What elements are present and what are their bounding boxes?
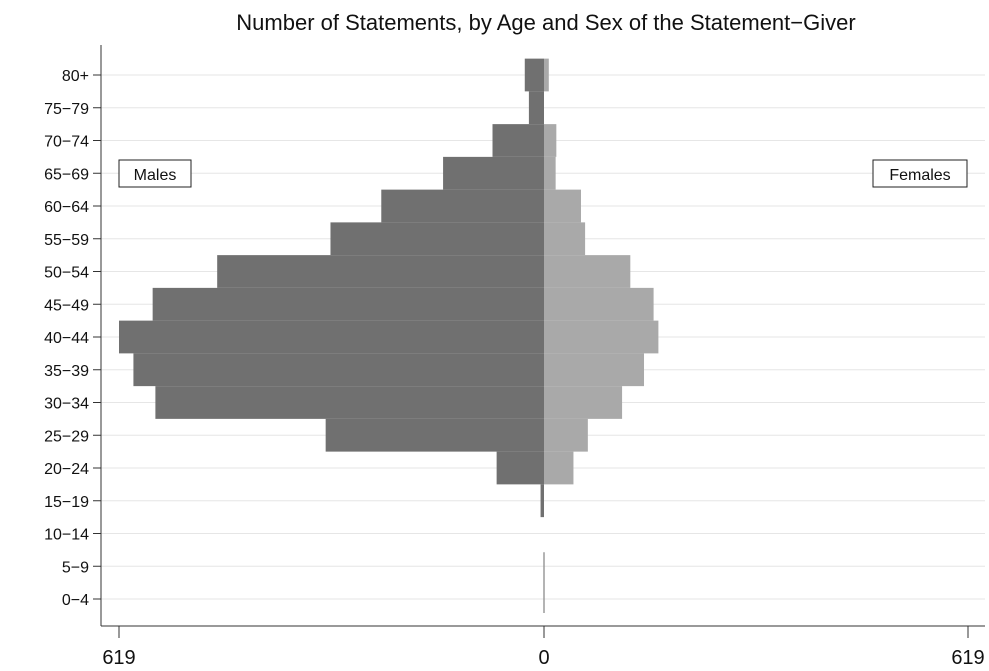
male-bar-9 [133, 353, 545, 387]
y-axis-tick-label: 60−64 [44, 199, 89, 216]
female-bar-9 [544, 353, 645, 387]
female-bar-2 [544, 124, 557, 157]
y-axis-tick-label: 70−74 [44, 134, 89, 151]
female-bar-11 [544, 418, 588, 452]
female-bar-5 [544, 222, 586, 256]
y-axis-tick-label: 40−44 [44, 330, 89, 347]
x-axis-tick-label: 0 [538, 647, 549, 669]
y-axis-tick-label: 25−29 [44, 428, 89, 445]
y-axis-tick-label: 55−59 [44, 232, 89, 249]
legend-females-label: Females [889, 167, 950, 184]
chart-title: Number of Statements, by Age and Sex of … [236, 10, 855, 35]
male-bar-3 [443, 156, 544, 190]
male-bar-0 [524, 58, 544, 92]
legend-males-label: Males [134, 167, 177, 184]
male-bar-10 [155, 386, 544, 419]
axis-layer: 80+ 75−79 70−74 65−69 60−64 55−59 50−54 45−49 40… [44, 45, 985, 669]
y-axis-tick-label: 0−4 [62, 592, 89, 609]
y-axis-tick-label: 45−49 [44, 297, 89, 314]
male-bar-6 [217, 255, 544, 288]
male-bar-2 [492, 124, 544, 157]
female-bar-6 [544, 255, 631, 288]
male-bar-7 [152, 287, 544, 321]
y-axis-tick-label: 30−34 [44, 396, 89, 413]
bars-layer [119, 58, 659, 613]
y-axis-tick-label: 75−79 [44, 101, 89, 118]
female-bar-4 [544, 189, 581, 223]
female-bar-8 [544, 320, 659, 354]
y-axis-tick-label: 80+ [62, 68, 89, 85]
male-bar-1 [528, 91, 544, 125]
male-bar-4 [381, 189, 544, 223]
x-axis-tick-label: 619 [102, 647, 135, 669]
x-axis-tick-label: 619 [951, 647, 984, 669]
female-bar-3 [544, 156, 556, 190]
y-axis-tick-label: 35−39 [44, 363, 89, 380]
legend-females: Females [872, 159, 968, 188]
male-bar-12 [496, 451, 544, 485]
legend-males: Males [118, 159, 192, 188]
y-axis-tick-label: 65−69 [44, 166, 89, 183]
female-bar-0 [544, 58, 549, 92]
female-bar-7 [544, 287, 654, 321]
female-bar-10 [544, 386, 623, 419]
male-bar-13 [540, 484, 544, 518]
y-axis-tick-label: 5−9 [62, 559, 89, 576]
male-bar-11 [325, 418, 544, 452]
male-bar-5 [330, 222, 544, 256]
male-bar-8 [119, 320, 544, 354]
y-axis-tick-label: 10−14 [44, 527, 89, 544]
y-axis-tick-label: 15−19 [44, 494, 89, 511]
female-bar-12 [544, 451, 574, 485]
y-axis-tick-label: 20−24 [44, 461, 89, 478]
y-axis-tick-label: 50−54 [44, 265, 89, 282]
